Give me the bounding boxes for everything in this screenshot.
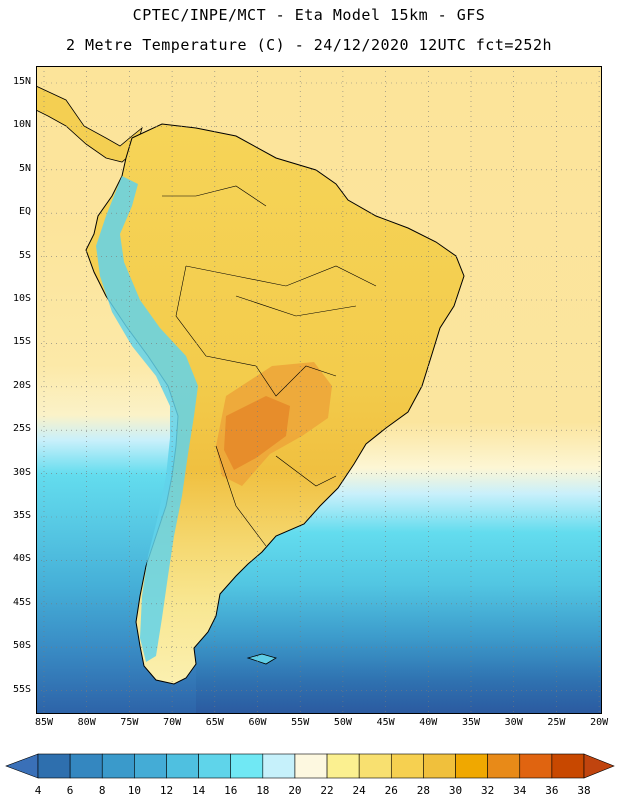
lon-tick-label: 40W xyxy=(419,717,438,728)
lat-tick-label: 40S xyxy=(12,553,31,565)
colorbar-swatch xyxy=(390,753,424,779)
colorbar-swatch xyxy=(519,753,553,779)
colorbar-tick-label: 20 xyxy=(288,784,302,797)
lon-tick-label: 50W xyxy=(333,717,352,728)
lat-tick-label: 25S xyxy=(12,423,31,435)
colorbar-swatch xyxy=(37,753,71,779)
colorbar-tick-label: 14 xyxy=(191,784,206,797)
lon-tick-label: 65W xyxy=(205,717,224,728)
colorbar-tick-label: 4 xyxy=(34,784,42,797)
colorbar-tick-label: 36 xyxy=(545,784,559,797)
colorbar-swatch xyxy=(423,753,456,779)
lon-tick-label: 75W xyxy=(120,717,139,728)
colorbar-tick-label: 12 xyxy=(159,784,174,797)
lat-tick-label: 45S xyxy=(12,596,31,608)
colorbar-swatch xyxy=(455,753,488,779)
colorbar-tick-label: 34 xyxy=(513,784,527,797)
lat-tick-label: 10N xyxy=(12,119,31,131)
colorbar-tick-label: 38 xyxy=(577,784,591,797)
lon-tick-label: 35W xyxy=(461,717,481,728)
lon-tick-label: 25W xyxy=(547,717,566,728)
lat-tick-label: 55S xyxy=(12,683,31,695)
lat-tick-label: 35S xyxy=(12,510,31,521)
colorbar-tick-label: 30 xyxy=(448,784,463,797)
graticule xyxy=(36,66,602,714)
lat-tick-label: 50S xyxy=(12,640,31,652)
colorbar-swatch xyxy=(166,753,199,779)
colorbar-swatch xyxy=(487,753,521,779)
lon-tick-label: 85W xyxy=(34,717,54,728)
colorbar-tick-label: 16 xyxy=(224,784,238,797)
colorbar-tick-label: 18 xyxy=(256,784,270,797)
lon-tick-label: 60W xyxy=(248,717,267,728)
falkland-islands xyxy=(246,653,277,665)
map-title: CPTEC/INPE/MCT - Eta Model 15km - GFS xyxy=(132,6,486,24)
map-frame xyxy=(36,66,602,714)
lat-tick-label: EQ xyxy=(18,206,31,218)
lon-tick-label: 55W xyxy=(291,717,310,728)
lon-tick-label: 45W xyxy=(376,717,395,728)
lon-tick-label: 80W xyxy=(77,717,96,728)
colorbar-swatch xyxy=(551,753,585,779)
lat-tick-label: 5N xyxy=(18,162,31,174)
colorbar-swatch xyxy=(262,753,296,779)
colorbar-tick-label: 22 xyxy=(320,784,334,797)
colorbar-over-arrow xyxy=(583,753,615,779)
lat-tick-label: 15S xyxy=(12,336,31,348)
colorbar-tick-label: 32 xyxy=(481,784,495,797)
andes-cold-band xyxy=(96,176,198,662)
colorbar-tick-label: 8 xyxy=(98,784,106,797)
hot-core-region xyxy=(224,396,290,470)
colorbar-swatch xyxy=(358,753,392,779)
colorbar-swatch xyxy=(101,753,135,779)
lon-tick-label: 20W xyxy=(590,717,609,728)
colorbar-tick-label: 6 xyxy=(66,784,74,797)
colorbar-swatch xyxy=(134,753,167,779)
map-subtitle: 2 Metre Temperature (C) - 24/12/2020 12U… xyxy=(65,36,553,54)
colorbar-under-arrow xyxy=(5,753,39,779)
colorbar-swatch xyxy=(69,753,103,779)
colorbar-tick-label: 26 xyxy=(384,784,398,797)
colorbar-swatch xyxy=(294,753,328,779)
country-borders xyxy=(162,185,377,547)
lon-tick-label: 30W xyxy=(504,717,523,728)
colorbar-tick-label: 24 xyxy=(352,784,366,797)
colorbar-swatch xyxy=(326,753,360,779)
colorbar-swatch xyxy=(198,753,232,779)
colorbar-swatch xyxy=(230,753,264,779)
colorbar-tick-label: 10 xyxy=(127,784,141,797)
lon-tick-label: 70W xyxy=(163,717,182,728)
colorbar-tick-label: 28 xyxy=(416,784,431,797)
lat-tick-label: 10S xyxy=(12,293,31,304)
lat-tick-label: 20S xyxy=(12,379,31,391)
lat-tick-label: 15N xyxy=(12,76,31,87)
lat-tick-label: 5S xyxy=(18,249,31,261)
temperature-map xyxy=(36,66,602,714)
lat-tick-label: 30S xyxy=(12,466,31,478)
colorbar xyxy=(5,753,615,779)
